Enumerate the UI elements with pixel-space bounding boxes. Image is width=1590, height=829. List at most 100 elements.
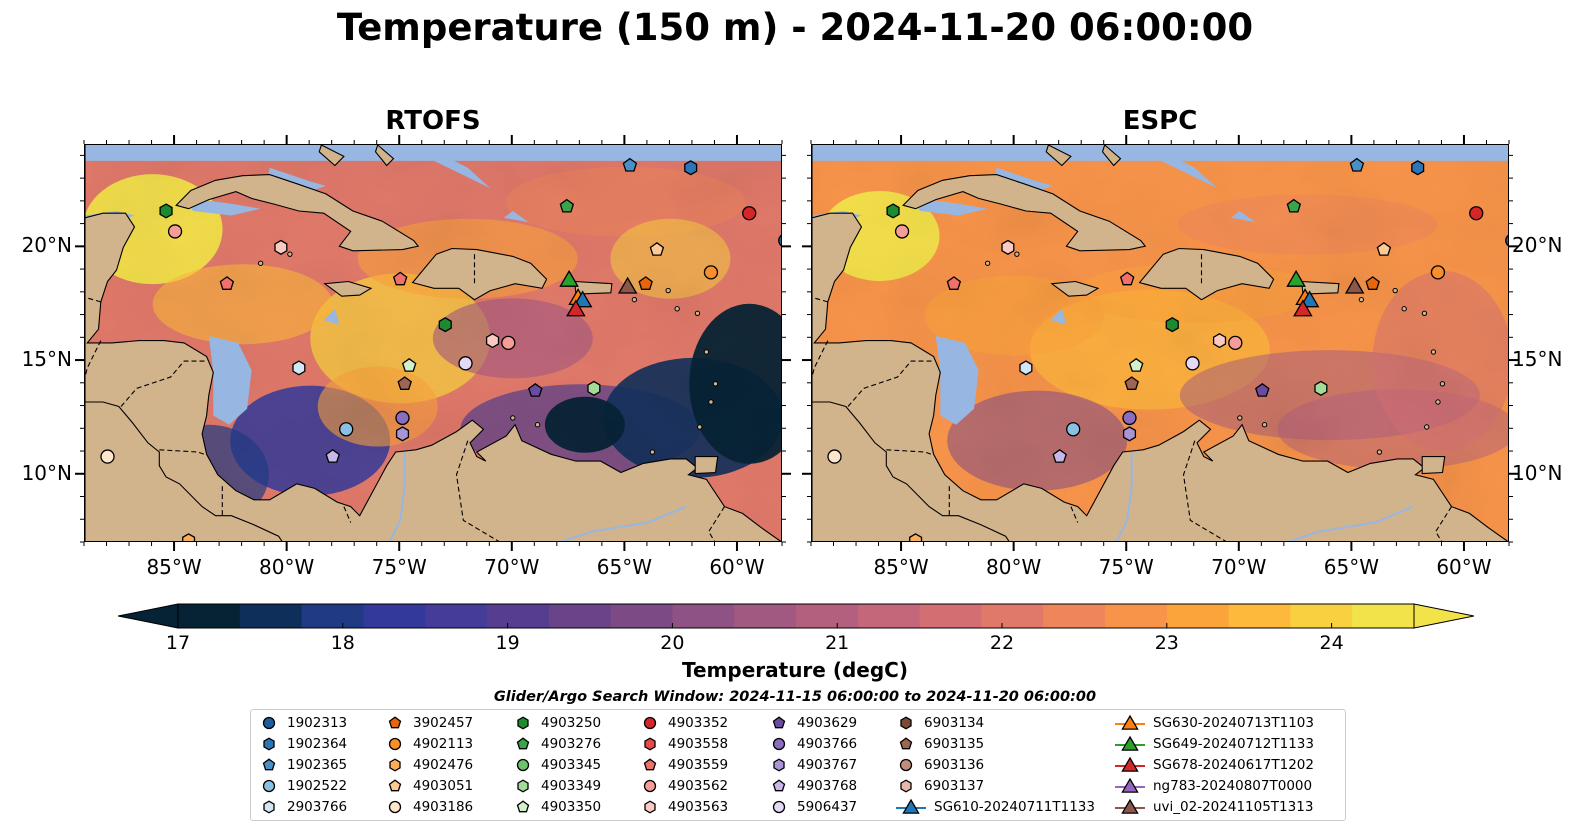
obs-marker-4903051[interactable] bbox=[649, 241, 665, 256]
legend-marker[interactable] bbox=[262, 758, 276, 771]
obs-marker-SG610-20240711T1133[interactable] bbox=[572, 290, 593, 308]
legend-marker[interactable] bbox=[900, 716, 912, 730]
obs-marker-4903250[interactable] bbox=[886, 203, 900, 219]
obs-marker-4903349[interactable] bbox=[1314, 380, 1328, 396]
obs-marker-4903350[interactable] bbox=[1128, 357, 1144, 372]
obs-marker-4903766[interactable] bbox=[395, 410, 410, 426]
legend-marker[interactable] bbox=[643, 779, 657, 793]
obs-marker-6903135[interactable] bbox=[1124, 376, 1139, 390]
legend-marker[interactable] bbox=[388, 737, 402, 751]
obs-marker-4903562[interactable] bbox=[501, 335, 516, 351]
obs-marker-5906437[interactable] bbox=[458, 356, 473, 371]
legend-marker[interactable] bbox=[516, 737, 530, 750]
map-panel-rtofs[interactable] bbox=[84, 144, 782, 542]
obs-marker-4903349[interactable] bbox=[587, 380, 601, 396]
obs-marker-4903350[interactable] bbox=[401, 357, 417, 372]
legend-marker[interactable] bbox=[899, 737, 913, 750]
obs-marker-1902365[interactable] bbox=[622, 157, 638, 172]
obs-marker-uvi_02-20241105T1313[interactable] bbox=[617, 276, 638, 294]
obs-marker-4903563[interactable] bbox=[1212, 333, 1227, 349]
obs-marker-4903562[interactable] bbox=[894, 224, 910, 239]
obs-marker-SG678-20240617T1202[interactable] bbox=[566, 299, 586, 317]
obs-marker-1902364[interactable] bbox=[1411, 160, 1425, 176]
obs-marker-4903559[interactable] bbox=[1119, 271, 1135, 286]
obs-marker-3902457[interactable] bbox=[638, 276, 653, 290]
legend-marker[interactable] bbox=[772, 716, 786, 729]
legend-marker[interactable] bbox=[899, 758, 913, 772]
legend-marker[interactable] bbox=[1121, 777, 1139, 793]
obs-marker-4903768[interactable] bbox=[325, 448, 340, 463]
legend-marker[interactable] bbox=[516, 800, 530, 813]
legend-marker[interactable] bbox=[1121, 756, 1139, 772]
legend-marker[interactable] bbox=[644, 737, 656, 751]
legend-marker[interactable] bbox=[900, 779, 912, 793]
obs-marker-4903559[interactable] bbox=[392, 271, 408, 286]
obs-marker-4903276[interactable] bbox=[559, 198, 575, 213]
obs-marker-1902522[interactable] bbox=[1066, 422, 1081, 437]
legend-marker[interactable] bbox=[389, 758, 401, 772]
obs-marker-4903767[interactable] bbox=[395, 426, 410, 442]
obs-marker-SG610-20240711T1133[interactable] bbox=[1299, 290, 1320, 308]
obs-marker-SG649-20240712T1133[interactable] bbox=[1286, 269, 1306, 287]
obs-marker-SG678-20240617T1202[interactable] bbox=[1293, 299, 1313, 317]
legend-marker[interactable] bbox=[1121, 798, 1139, 814]
obs-marker-4903276[interactable] bbox=[1286, 198, 1302, 213]
legend-marker[interactable] bbox=[773, 758, 785, 772]
obs-marker-4903352[interactable] bbox=[1469, 206, 1484, 221]
obs-marker-4903563[interactable] bbox=[274, 239, 288, 255]
legend-marker[interactable] bbox=[263, 800, 275, 814]
obs-marker-4903563[interactable] bbox=[1001, 239, 1015, 255]
obs-marker-4903563[interactable] bbox=[485, 333, 500, 349]
obs-marker-1902522[interactable] bbox=[339, 422, 354, 437]
obs-marker-4903352[interactable] bbox=[742, 206, 757, 221]
legend-marker[interactable] bbox=[517, 779, 529, 793]
obs-marker-4903629[interactable] bbox=[528, 382, 543, 397]
obs-marker-4903562[interactable] bbox=[167, 224, 183, 239]
legend-marker[interactable] bbox=[772, 737, 786, 751]
legend-marker[interactable] bbox=[388, 779, 402, 792]
obs-marker-1902365[interactable] bbox=[1349, 157, 1365, 172]
obs-marker-4903250[interactable] bbox=[159, 203, 173, 219]
obs-marker-4903186[interactable] bbox=[100, 449, 115, 464]
legend-marker[interactable] bbox=[643, 716, 657, 730]
obs-marker-4903250[interactable] bbox=[1165, 317, 1179, 333]
obs-marker-4902113[interactable] bbox=[1430, 265, 1446, 280]
legend-marker[interactable] bbox=[388, 800, 402, 814]
legend-marker[interactable] bbox=[516, 758, 530, 772]
legend-marker[interactable] bbox=[1121, 735, 1139, 751]
obs-marker-4903768[interactable] bbox=[1052, 448, 1067, 463]
legend-marker[interactable] bbox=[644, 800, 656, 814]
legend-marker[interactable] bbox=[262, 716, 276, 730]
obs-marker-5906437[interactable] bbox=[1185, 356, 1200, 371]
obs-marker-2903766[interactable] bbox=[1019, 360, 1033, 376]
obs-marker-3902457[interactable] bbox=[1365, 276, 1380, 290]
obs-marker-SG649-20240712T1133[interactable] bbox=[559, 269, 579, 287]
legend-marker[interactable] bbox=[772, 800, 786, 814]
obs-marker-4903051[interactable] bbox=[1376, 241, 1392, 256]
obs-marker-4903186[interactable] bbox=[827, 449, 842, 464]
obs-marker-4903250[interactable] bbox=[438, 317, 452, 333]
obs-marker-4903559[interactable] bbox=[946, 276, 962, 290]
legend-marker[interactable] bbox=[643, 758, 657, 771]
obs-marker-4903562[interactable] bbox=[1228, 335, 1243, 351]
legend-marker[interactable] bbox=[1121, 714, 1139, 730]
obs-marker-4902113[interactable] bbox=[703, 265, 719, 280]
legend-marker[interactable] bbox=[263, 737, 275, 751]
legend-marker[interactable] bbox=[772, 779, 786, 792]
obs-marker-4903766[interactable] bbox=[1122, 410, 1137, 426]
obs-marker-1902313[interactable] bbox=[1505, 234, 1509, 247]
obs-marker-4902476[interactable] bbox=[909, 533, 923, 542]
legend-marker[interactable] bbox=[902, 798, 920, 814]
obs-marker-uvi_02-20241105T1313[interactable] bbox=[1344, 276, 1365, 294]
obs-marker-1902313[interactable] bbox=[778, 234, 782, 247]
legend-marker[interactable] bbox=[517, 716, 529, 730]
obs-marker-2903766[interactable] bbox=[292, 360, 306, 376]
obs-marker-4903629[interactable] bbox=[1255, 382, 1270, 397]
legend-marker[interactable] bbox=[388, 716, 402, 729]
legend-marker[interactable] bbox=[262, 779, 276, 793]
obs-marker-4903767[interactable] bbox=[1122, 426, 1137, 442]
obs-marker-1902364[interactable] bbox=[684, 160, 698, 176]
obs-marker-4902476[interactable] bbox=[182, 533, 196, 542]
map-panel-espc[interactable] bbox=[811, 144, 1509, 542]
obs-marker-6903135[interactable] bbox=[397, 376, 412, 390]
